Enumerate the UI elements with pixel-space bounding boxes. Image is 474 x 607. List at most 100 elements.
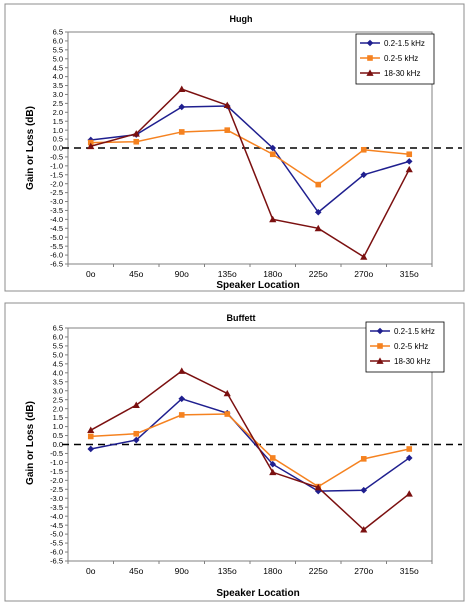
series-line [90,105,410,214]
x-tick-label: 315o [400,566,419,576]
y-tick-label: 0.5 [53,431,63,440]
y-tick-label: -2.5 [50,188,63,197]
y-tick-label: -4.5 [50,521,63,530]
legend-swatch-marker [366,39,374,47]
y-tick-label: -2.0 [50,476,63,485]
data-point [405,454,413,462]
data-point [223,101,231,109]
series-line [90,88,410,258]
legend-item: 0.2-1.5 kHz [360,39,425,48]
y-tick-label: 4.0 [53,368,63,377]
x-tick-label: 135o [218,269,237,279]
data-point [314,208,322,216]
y-tick-label: 5.5 [53,45,63,54]
data-point [178,367,186,374]
data-point [405,158,413,165]
y-tick-label: -6.0 [50,251,63,260]
data-point [132,401,140,408]
y-tick-label: -2.5 [50,485,63,494]
x-tick-label: 0o [86,269,96,279]
y-tick-label: 4.0 [53,72,63,81]
legend-swatch-marker [367,55,373,61]
y-tick-label: 1.0 [53,422,63,431]
y-tick-label: 0.0 [53,144,63,153]
series-1 [87,395,413,495]
data-point [132,436,140,444]
y-tick-label: -3.0 [50,494,63,503]
data-point [314,224,322,232]
y-tick-label: 5.0 [53,54,63,63]
data-point [314,487,322,495]
series-3 [87,367,413,533]
y-tick-label: -0.5 [50,153,63,162]
y-tick-label: 1.5 [53,413,63,422]
legend-item: 0.2-5 kHz [360,54,418,63]
x-tick-label: 270o [354,566,373,576]
x-tick-label: 270o [354,269,373,279]
y-axis-label: Gain or Loss (dB) [25,401,36,485]
y-tick-label: 0.0 [53,440,63,449]
y-tick-label: -1.5 [50,467,63,476]
legend-swatch-marker [376,327,384,335]
y-tick-label: 3.0 [53,90,63,99]
legend-label: 0.2-5 kHz [384,54,418,63]
y-tick-label: -4.0 [50,215,63,224]
y-tick-label: -5.5 [50,242,63,251]
y-tick-label: -6.5 [50,557,63,566]
data-point [178,395,186,403]
series-line [90,413,410,488]
data-point [87,426,95,434]
data-point [223,389,231,397]
y-tick-label: -3.0 [50,197,63,206]
data-point [224,127,231,133]
data-point [269,460,277,468]
x-axis-label: Speaker Location [216,588,299,599]
x-tick-label: 90o [175,269,189,279]
data-point [132,130,140,137]
y-tick-label: -2.0 [50,179,63,188]
y-tick-label: 3.5 [53,81,63,90]
y-tick-label: 1.5 [53,117,63,126]
data-point [87,142,95,150]
data-point [405,490,413,497]
x-tick-label: 315o [400,269,419,279]
y-tick-label: -4.5 [50,224,63,233]
data-point [360,526,368,533]
data-point [406,446,413,452]
data-point [360,146,367,153]
y-tick-label: 4.5 [53,359,63,368]
legend-label: 0.2-1.5 kHz [384,39,425,48]
x-tick-label: 45o [129,566,143,576]
data-point [133,430,140,437]
data-point [269,468,277,476]
x-tick-label: 0o [86,566,96,576]
y-tick-label: 3.5 [53,377,63,386]
y-tick-label: -3.5 [50,206,63,215]
y-tick-label: 0.5 [53,135,63,144]
data-point [360,456,367,462]
x-tick-label: 225o [309,269,328,279]
legend-swatch-marker [376,357,384,364]
y-tick-label: 6.0 [53,333,63,342]
y-tick-label: -6.0 [50,548,63,557]
data-point [133,138,140,145]
chart-buffett: Buffett Gain or Loss (dB) Speaker Locati… [25,313,462,599]
y-tick-label: -4.0 [50,512,63,521]
y-tick-label: 4.5 [53,63,63,72]
y-tick-label: 6.0 [53,37,63,46]
y-tick-label: 6.5 [53,28,63,37]
data-point [178,103,186,111]
series-3 [87,85,413,260]
data-point [360,486,368,494]
y-tick-label: -5.0 [50,530,63,539]
x-tick-label: 135o [218,566,237,576]
y-tick-label: -1.5 [50,170,63,179]
y-tick-label: 2.5 [53,99,63,108]
data-point [314,483,322,491]
y-tick-label: 6.5 [53,324,63,333]
legend-label: 0.2-1.5 kHz [394,327,435,336]
y-tick-label: 2.0 [53,108,63,117]
x-tick-label: 90o [175,566,189,576]
chart-title: Hugh [230,14,253,24]
y-tick-label: 5.0 [53,350,63,359]
